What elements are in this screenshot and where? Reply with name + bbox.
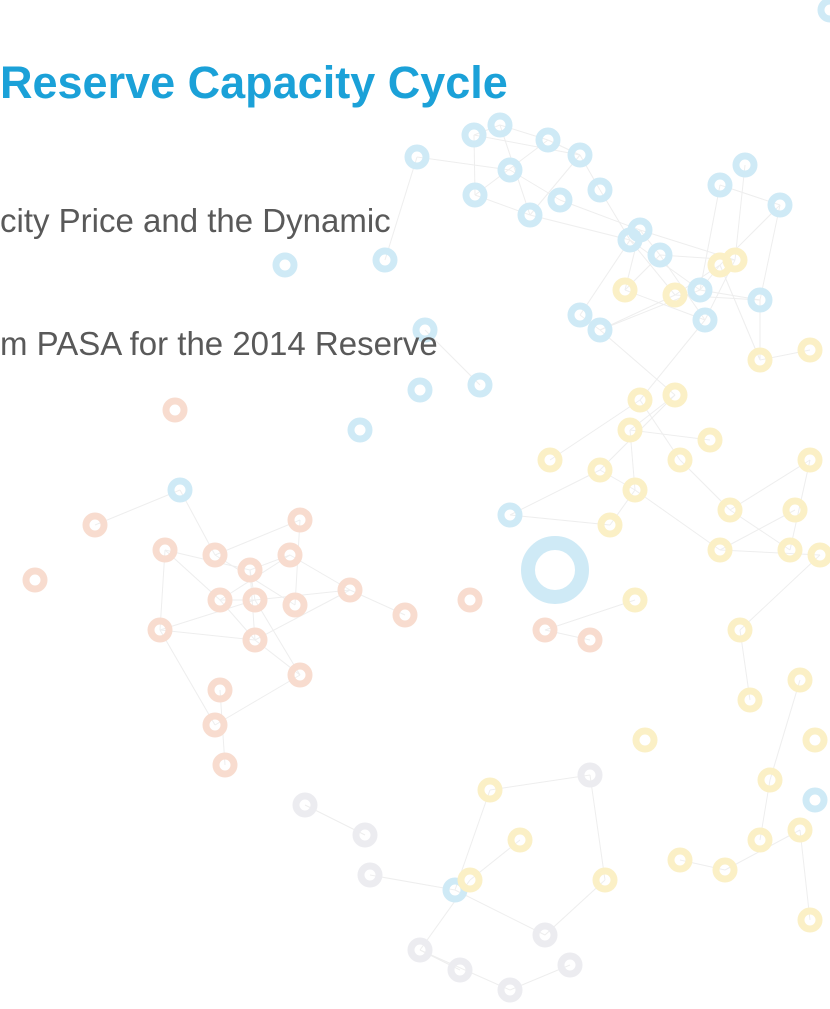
bullet-text: m PASA for the 2014 Reserve bbox=[0, 325, 438, 363]
network-link bbox=[635, 490, 720, 550]
network-link bbox=[545, 600, 635, 630]
network-link bbox=[510, 515, 610, 525]
network-link bbox=[720, 550, 820, 555]
network-link bbox=[160, 630, 215, 725]
network-node bbox=[351, 421, 369, 439]
network-node bbox=[461, 591, 479, 609]
network-link bbox=[590, 775, 605, 880]
network-link bbox=[800, 830, 810, 920]
network-link bbox=[740, 555, 820, 630]
network-node bbox=[26, 571, 44, 589]
network-link bbox=[770, 680, 800, 780]
network-link bbox=[580, 240, 630, 315]
network-link bbox=[474, 135, 580, 155]
network-node bbox=[636, 731, 654, 749]
network-hub bbox=[528, 543, 582, 597]
network-link bbox=[417, 157, 510, 170]
network-link bbox=[420, 950, 510, 990]
network-link bbox=[490, 775, 590, 790]
network-link bbox=[600, 330, 675, 395]
network-link bbox=[95, 490, 180, 525]
background-network bbox=[0, 0, 830, 1009]
network-node bbox=[276, 256, 294, 274]
slide: Reserve Capacity Cycle city Price and th… bbox=[0, 0, 830, 1009]
network-link bbox=[510, 470, 600, 515]
network-node bbox=[166, 401, 184, 419]
network-link bbox=[720, 265, 760, 360]
network-link bbox=[550, 400, 640, 460]
bullet-text: city Price and the Dynamic bbox=[0, 202, 391, 240]
network-node bbox=[806, 791, 824, 809]
slide-title: Reserve Capacity Cycle bbox=[0, 57, 508, 109]
network-node bbox=[411, 381, 429, 399]
network-link bbox=[370, 875, 455, 890]
network-link bbox=[735, 165, 745, 260]
network-link bbox=[760, 205, 780, 300]
network-link bbox=[160, 630, 255, 640]
network-link bbox=[530, 215, 630, 240]
network-link bbox=[160, 600, 255, 630]
network-node bbox=[806, 731, 824, 749]
network-link bbox=[455, 890, 545, 935]
network-node bbox=[821, 1, 830, 19]
